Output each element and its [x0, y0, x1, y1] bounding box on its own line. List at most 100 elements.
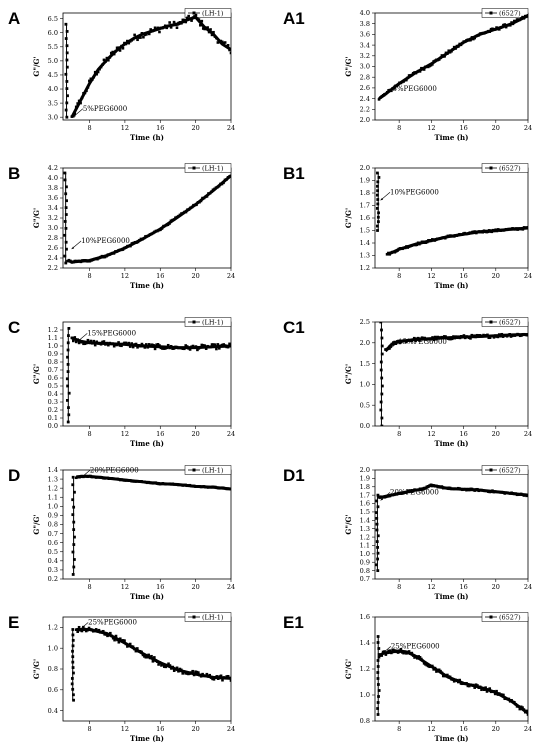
data-point — [478, 334, 481, 337]
data-point — [419, 337, 423, 341]
legend-box — [184, 465, 232, 475]
plot-frame — [374, 12, 529, 121]
spike-point — [64, 37, 68, 40]
data-point — [193, 346, 196, 349]
data-point — [108, 341, 112, 345]
data-point — [96, 70, 100, 74]
data-point — [428, 665, 431, 669]
data-point — [131, 37, 135, 41]
spike-point — [66, 355, 69, 359]
data-point — [156, 229, 159, 233]
y-tick-label: 1.0 — [48, 644, 58, 652]
data-point — [485, 30, 489, 34]
data-point — [157, 663, 160, 666]
annotation-arrowhead — [382, 94, 386, 97]
y-tick-label: 1.2 — [360, 264, 370, 272]
data-point — [100, 476, 104, 479]
data-point — [493, 692, 497, 696]
data-point — [146, 31, 150, 35]
data-point — [163, 24, 167, 28]
data-point — [432, 668, 435, 671]
data-point — [70, 261, 74, 264]
data-point — [207, 30, 211, 34]
data-point — [497, 333, 501, 336]
data-point — [428, 337, 432, 341]
data-point — [424, 663, 427, 666]
data-point — [209, 486, 213, 489]
data-point — [118, 344, 122, 347]
spike-point — [67, 334, 70, 337]
data-point — [429, 239, 433, 243]
data-point — [164, 665, 167, 669]
x-axis-title: Time (h) — [130, 133, 164, 142]
plot-frame — [374, 616, 529, 722]
spike-point — [67, 413, 71, 417]
data-point — [410, 73, 414, 77]
data-point — [140, 650, 143, 654]
data-point — [128, 478, 132, 482]
data-point — [490, 334, 493, 338]
y-tick-label: 2.6 — [48, 244, 58, 252]
data-point — [517, 333, 521, 336]
data-point — [184, 671, 187, 675]
data-point — [184, 344, 188, 347]
data-point — [213, 35, 217, 38]
data-point — [391, 87, 394, 90]
data-point — [92, 339, 96, 343]
x-axis-title: Time (h) — [435, 439, 469, 448]
y-tick-label: 1.3 — [48, 475, 58, 483]
data-point — [219, 344, 223, 347]
x-tick-label: 16 — [459, 583, 467, 591]
data-point — [92, 75, 96, 79]
data-point — [491, 489, 494, 492]
y-tick-label: 3.8 — [48, 184, 58, 192]
data-point — [456, 45, 460, 48]
y-tick-label: 0.4 — [48, 390, 58, 398]
data-point — [431, 664, 434, 668]
y-tick-label: 4.0 — [360, 9, 370, 17]
data-point — [384, 495, 388, 499]
data-point — [87, 626, 91, 630]
data-point — [491, 334, 494, 338]
x-tick-label: 16 — [156, 583, 164, 591]
data-point — [96, 342, 100, 345]
data-point — [208, 191, 212, 195]
data-point — [470, 333, 474, 337]
data-point — [199, 485, 203, 489]
legend-label: (6527) — [499, 466, 521, 474]
data-point — [441, 336, 445, 340]
data-point — [199, 346, 202, 349]
series-line — [386, 226, 528, 256]
data-point — [460, 335, 463, 338]
data-point — [489, 27, 493, 31]
data-point — [93, 475, 97, 479]
data-point — [175, 215, 179, 219]
data-point — [512, 333, 515, 337]
annotation-arrowhead — [78, 627, 82, 631]
spike-point — [376, 193, 379, 197]
data-point — [483, 334, 487, 337]
data-point — [192, 484, 196, 488]
spike-point — [376, 641, 380, 644]
x-tick-label: 20 — [492, 583, 500, 591]
data-point — [511, 22, 515, 26]
y-tick-label: 1.2 — [360, 665, 370, 673]
spike-point — [72, 558, 76, 561]
data-point — [147, 653, 150, 657]
data-point — [435, 670, 438, 673]
x-tick-label: 12 — [121, 430, 129, 438]
data-point — [160, 664, 163, 667]
data-point — [396, 249, 399, 252]
data-point — [416, 336, 420, 340]
data-point — [201, 485, 204, 488]
spike-point — [65, 115, 69, 119]
data-point — [180, 346, 183, 350]
data-point — [392, 493, 396, 497]
y-tick-label: 0.8 — [360, 567, 370, 575]
legend: (6527) — [481, 8, 529, 18]
data-point — [138, 238, 141, 242]
y-tick-label: 1.4 — [360, 639, 370, 647]
data-point — [484, 31, 487, 34]
data-point — [399, 340, 403, 344]
data-point — [139, 344, 142, 348]
